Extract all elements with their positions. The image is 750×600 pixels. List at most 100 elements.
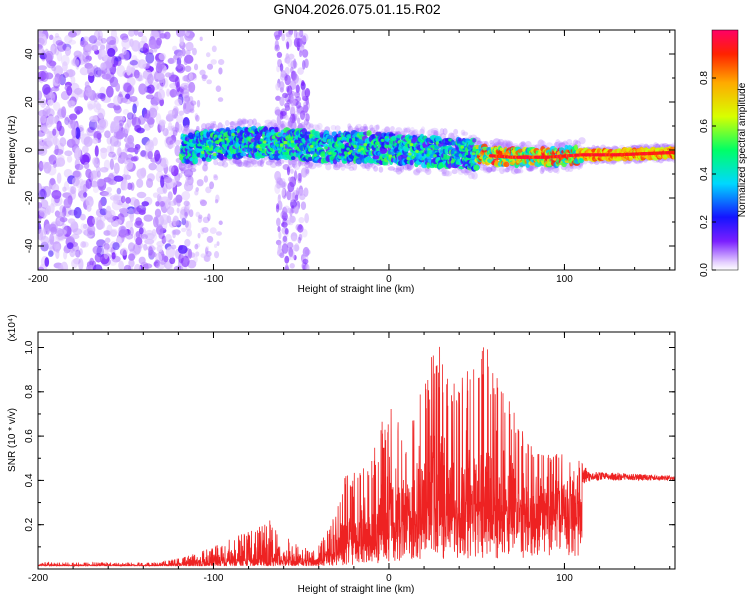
heatmap-cell	[509, 164, 514, 172]
heatmap-cell	[136, 191, 147, 199]
heatmap-cell	[67, 30, 77, 38]
heatmap-cell	[96, 239, 106, 248]
heatmap-cell	[199, 69, 206, 76]
heatmap-cell	[366, 164, 373, 169]
heatmap-cell	[274, 109, 282, 116]
heatmap-cell	[97, 108, 106, 119]
heatmap-cell	[309, 123, 314, 128]
heatmap-cell	[106, 85, 114, 98]
heatmap-cell	[120, 156, 125, 165]
heatmap-cell	[502, 140, 508, 148]
heatmap-cell	[177, 96, 183, 104]
heatmap-cell	[169, 140, 174, 145]
heatmap-cell	[215, 194, 220, 203]
heatmap-cell	[297, 172, 302, 182]
heatmap-cell	[298, 216, 305, 224]
heatmap-cell	[172, 129, 178, 137]
heatmap-cell	[526, 167, 535, 172]
heatmap-cell	[155, 261, 166, 270]
heatmap-cell	[159, 157, 167, 167]
heatmap-cell	[282, 235, 288, 243]
heatmap-cell	[118, 119, 125, 127]
heatmap-cell	[198, 214, 203, 220]
heatmap-cell	[143, 109, 151, 119]
heatmap-cell	[143, 123, 151, 131]
heatmap-cell	[502, 168, 511, 173]
heatmap-cell	[143, 263, 148, 269]
heatmap-cell	[245, 160, 252, 168]
heatmap-cell	[103, 230, 111, 236]
heatmap-cell	[201, 164, 209, 172]
heatmap-cell	[129, 60, 138, 66]
heatmap-cell	[175, 30, 186, 38]
heatmap-cell	[133, 242, 142, 255]
heatmap-cell	[48, 93, 56, 99]
heatmap-cell	[53, 135, 58, 146]
heatmap-cell	[425, 168, 432, 176]
heatmap-cell	[284, 104, 291, 112]
heatmap-cell	[80, 241, 87, 248]
heatmap-cell	[541, 165, 546, 173]
heatmap-cell	[392, 167, 401, 173]
heatmap-cell	[433, 130, 440, 136]
heatmap-cell	[49, 202, 55, 214]
heatmap-cell	[165, 233, 172, 243]
heatmap-cell	[298, 233, 303, 241]
heatmap-cell	[152, 137, 158, 147]
heatmap-cell	[66, 155, 73, 163]
heatmap-cell	[451, 169, 458, 175]
heatmap-cell	[75, 249, 81, 258]
heatmap-cell	[131, 40, 141, 52]
heatmap-cell	[381, 148, 388, 154]
heatmap-cell	[286, 41, 290, 50]
heatmap-cell	[116, 147, 122, 157]
heatmap-cell	[388, 133, 396, 137]
heatmap-cell	[484, 165, 492, 174]
heatmap-cell	[109, 144, 115, 154]
heatmap-cell	[287, 58, 293, 68]
heatmap-cell	[75, 127, 81, 140]
heatmap-cell	[112, 242, 120, 251]
heatmap-cell	[44, 50, 54, 63]
heatmap-cell	[156, 83, 164, 91]
heatmap-cell	[286, 219, 291, 226]
heatmap-cell	[39, 209, 49, 218]
heatmap-cell	[50, 86, 60, 92]
heatmap-cell	[463, 170, 469, 176]
heatmap-cell	[115, 237, 122, 244]
heatmap-cell	[194, 113, 199, 121]
heatmap-cell	[206, 63, 214, 70]
heatmap-cell	[40, 199, 49, 209]
heatmap-cell	[281, 221, 288, 228]
heatmap-cell	[147, 87, 155, 94]
heatmap-cell	[497, 138, 505, 146]
heatmap-cell	[57, 107, 66, 118]
heatmap-cell	[183, 200, 190, 207]
heatmap-cell	[331, 131, 337, 137]
heatmap-cell	[40, 188, 46, 198]
heatmap-cell	[113, 105, 122, 114]
heatmap-cell	[135, 237, 143, 246]
heatmap-cell	[284, 74, 291, 86]
heatmap-cell	[229, 121, 236, 126]
heatmap-cell	[38, 138, 44, 150]
heatmap-cell	[161, 235, 167, 245]
heatmap-cell	[85, 168, 92, 179]
heatmap-cell	[154, 259, 161, 269]
heatmap-cell	[156, 224, 164, 236]
heatmap-cell	[113, 162, 120, 174]
heatmap-cell	[190, 74, 198, 81]
heatmap-cell	[38, 228, 44, 241]
heatmap-cell	[491, 165, 496, 172]
heatmap-cell	[78, 178, 84, 186]
heatmap-cell	[567, 164, 574, 173]
heatmap-cell	[144, 141, 155, 152]
heatmap-cell	[302, 104, 309, 113]
heatmap-cell	[411, 129, 418, 137]
heatmap-cell	[183, 165, 189, 174]
heatmap-cell	[291, 158, 298, 165]
heatmap-cell	[155, 72, 165, 81]
heatmap-cell	[217, 97, 224, 102]
heatmap-cell	[371, 163, 376, 169]
heatmap-cell	[390, 126, 395, 132]
